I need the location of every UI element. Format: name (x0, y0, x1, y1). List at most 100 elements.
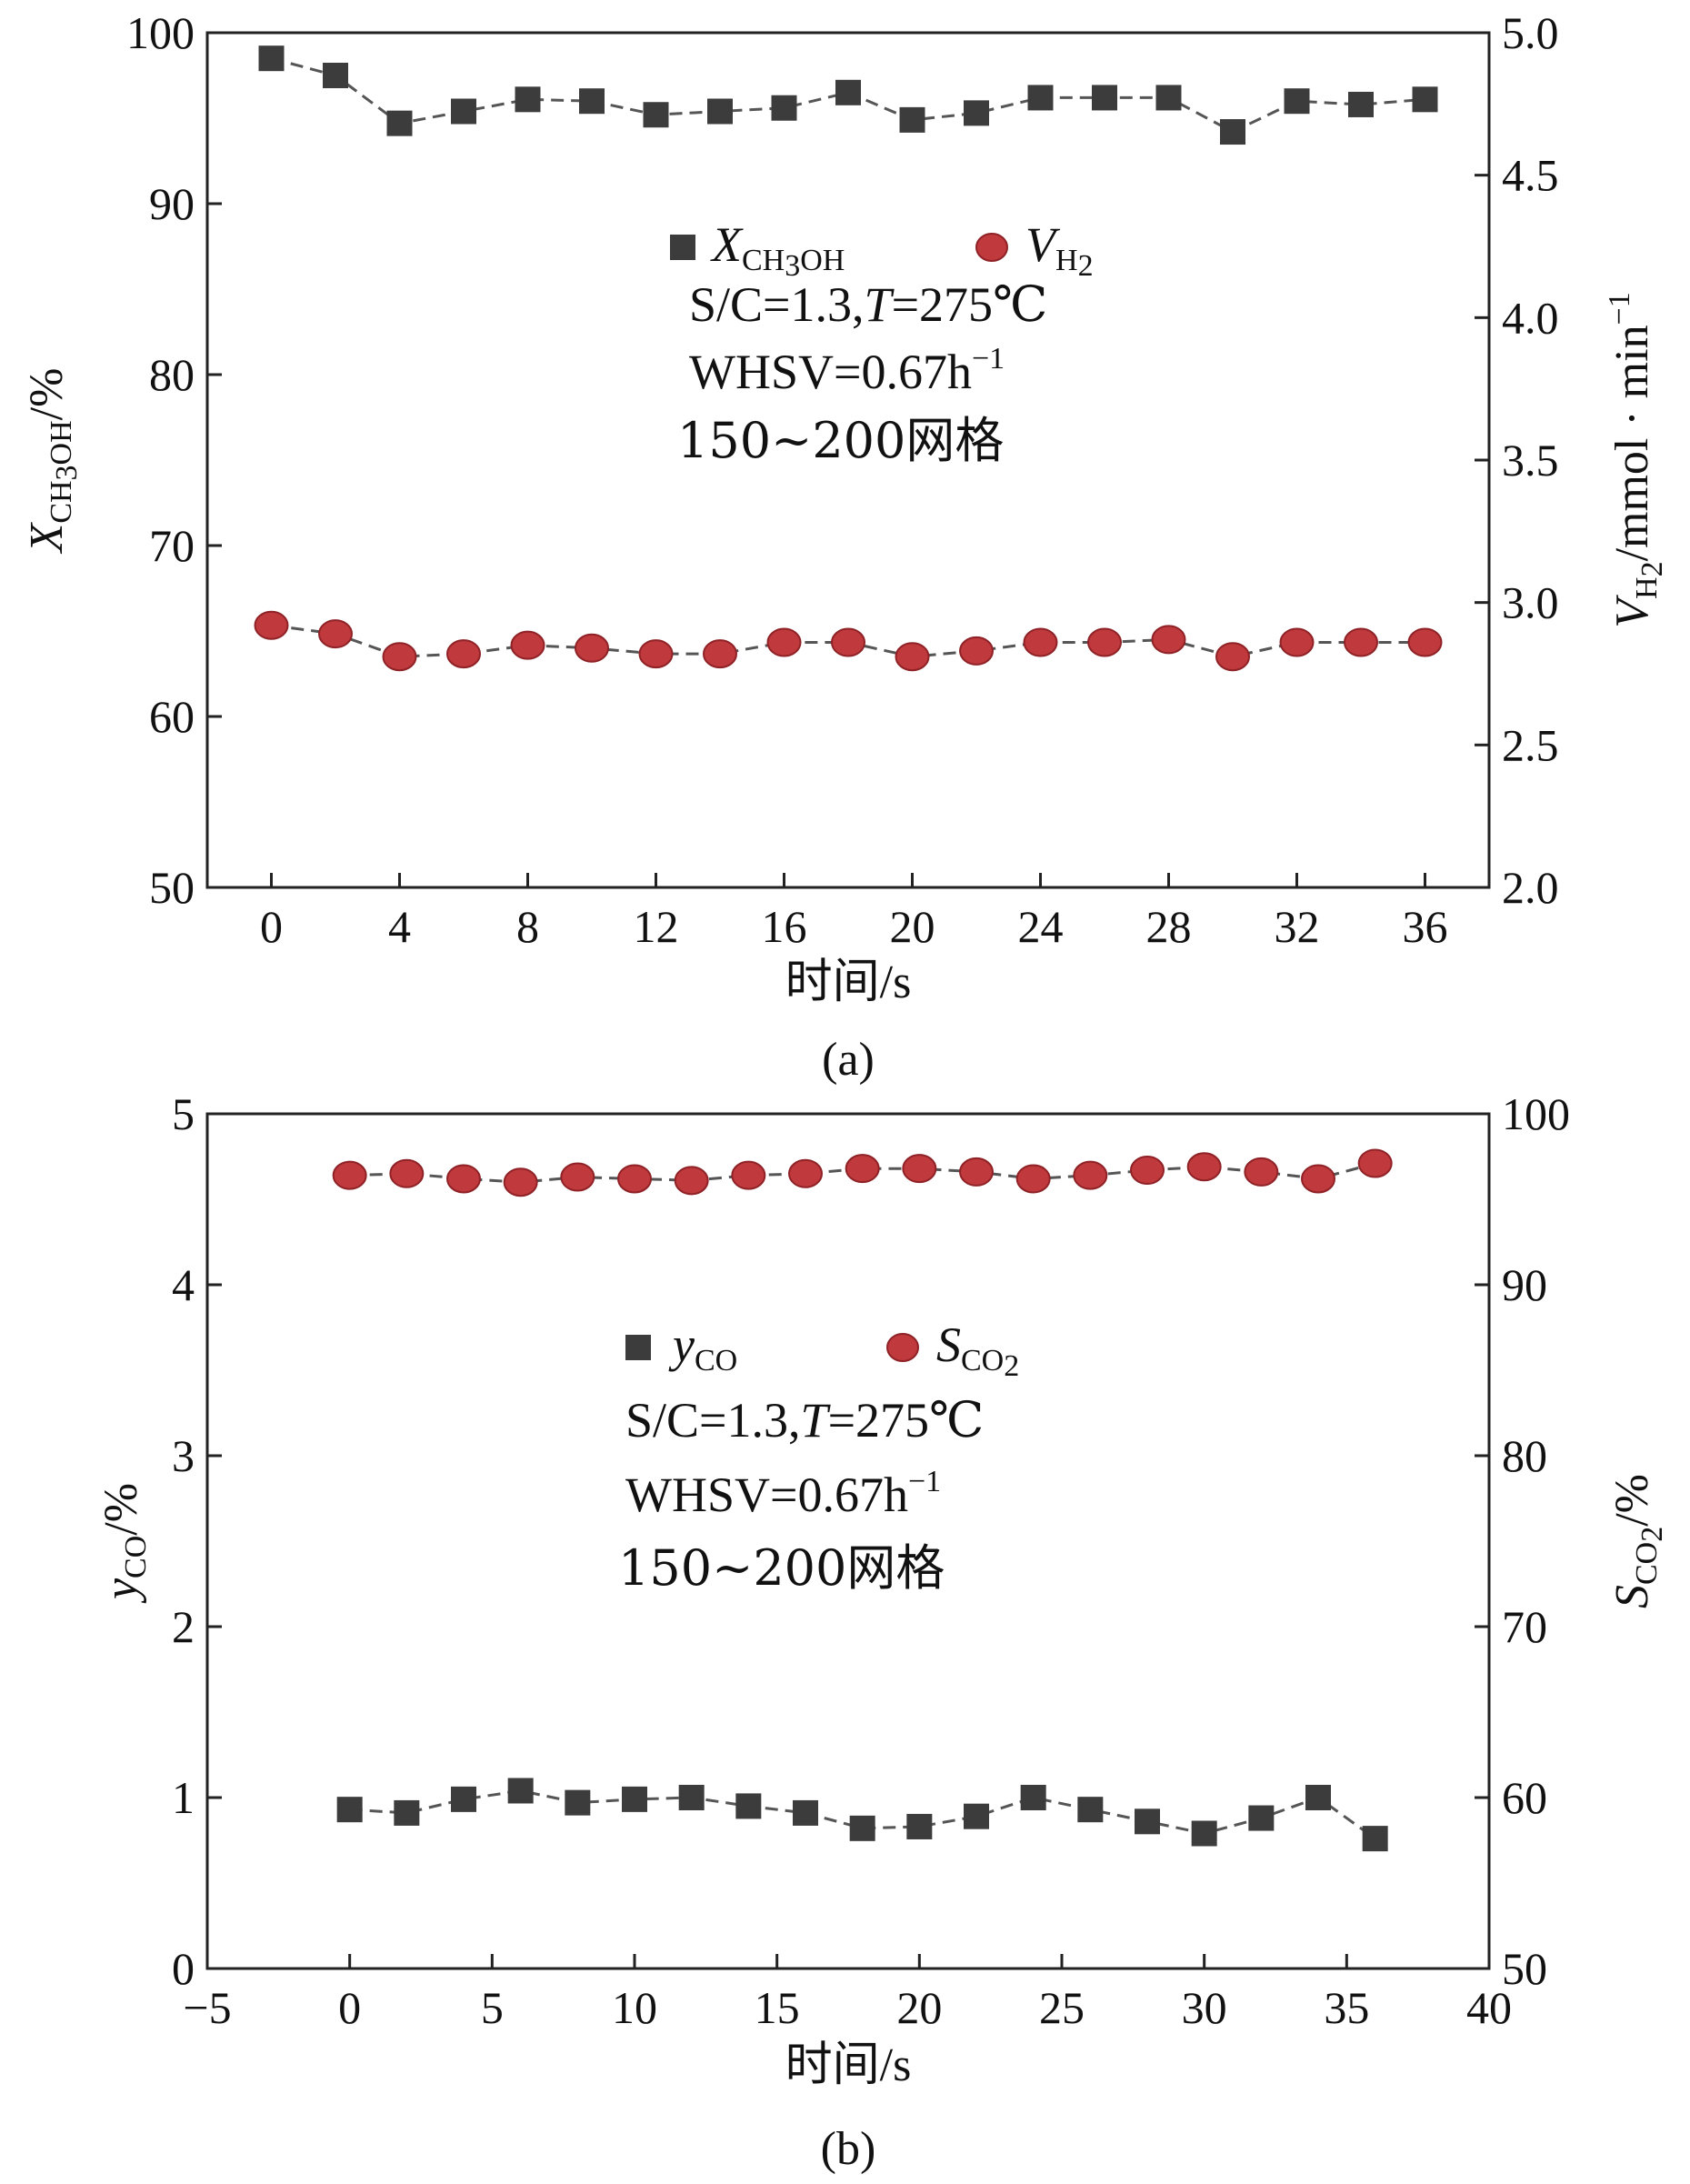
data-point-circle (1087, 627, 1122, 657)
data-point-circle (1407, 627, 1443, 657)
x-tick-label: 20 (890, 901, 935, 952)
data-point-square (386, 110, 413, 136)
legend-b: yCO SCO2 (625, 1317, 1019, 1383)
data-point-square (849, 1815, 875, 1841)
x-tick-label: 0 (338, 1982, 361, 2033)
data-point-square (515, 86, 541, 113)
x-tick-label: 5 (481, 1982, 504, 2033)
data-point-circle (638, 639, 674, 669)
data-point-circle (1244, 1157, 1279, 1187)
data-point-square (579, 88, 605, 115)
x-tick-label: 16 (762, 901, 807, 952)
y-left-tick-label: 80 (149, 349, 195, 400)
data-point-square (451, 98, 476, 125)
x-tick-label: 36 (1403, 901, 1448, 952)
x-tick-label: −5 (183, 1982, 231, 2033)
y-left-tick-label: 5 (172, 1088, 195, 1139)
y-right-tick-label: 3.0 (1502, 577, 1559, 628)
data-point-circle (1215, 642, 1250, 672)
data-point-square (1135, 1808, 1160, 1835)
data-point-square (735, 1793, 762, 1819)
y-right-tick-label: 70 (1502, 1601, 1547, 1652)
legend-marker-square-b (625, 1335, 651, 1360)
y-right-tick-label: 4.0 (1502, 292, 1559, 343)
x-tick-label: 40 (1466, 1982, 1512, 2033)
y-right-tick-label: 3.5 (1502, 435, 1559, 486)
data-point-square (678, 1785, 705, 1810)
y-right-tick-label: 80 (1502, 1430, 1547, 1481)
x-tick-label: 15 (755, 1982, 800, 2033)
data-point-circle (674, 1166, 709, 1196)
data-point-square (1248, 1805, 1275, 1831)
y-axis-label-right-b: SCO2/% (1606, 1474, 1669, 1608)
data-point-square (1191, 1820, 1217, 1847)
legend-marker-circle-a (975, 233, 1008, 262)
data-point-circle (254, 610, 289, 640)
data-point-circle (382, 642, 417, 672)
chart-panel-a: 0 4 8 12 16 20 24 28 32 36 50 60 70 80 90 100 2.0 2.5 3.… (21, 7, 1669, 1086)
y-right-tick-label: 2.0 (1502, 862, 1559, 913)
data-point-square (793, 1799, 818, 1826)
conditions-a: S/C=1.3,T=275℃ WHSV=0.67h−1 150~200网格 (677, 277, 1047, 469)
data-point-square (1412, 86, 1438, 113)
x-tick-label: 28 (1146, 901, 1192, 952)
data-point-circle (831, 627, 865, 657)
condition-mesh-a: 150~200网格 (677, 412, 1004, 469)
data-point-circle (1344, 627, 1378, 657)
x-tick-label: 20 (896, 1982, 942, 2033)
data-point-square (1362, 1826, 1388, 1852)
data-point-square (1077, 1797, 1104, 1823)
legend-label-y-co: yCO (668, 1317, 737, 1378)
y-right-tick-label: 50 (1502, 1943, 1547, 1994)
y-right-tick-label: 100 (1502, 1088, 1570, 1139)
x-tick-label: 24 (1018, 901, 1064, 952)
data-point-circle (1151, 625, 1186, 655)
y-right-tick-label: 2.5 (1502, 719, 1559, 770)
x-tick-label: 30 (1182, 1982, 1227, 2033)
data-point-circle (446, 639, 481, 669)
data-point-square (1284, 88, 1310, 115)
y-right-tick-label: 90 (1502, 1259, 1547, 1310)
data-point-circle (895, 642, 930, 672)
data-point-circle (766, 627, 802, 657)
condition-sc-temp-a: S/C=1.3,T=275℃ (689, 277, 1047, 332)
data-point-circle (788, 1158, 823, 1188)
data-point-square (643, 102, 669, 128)
data-point-square (258, 45, 285, 72)
data-point-circle (318, 619, 353, 649)
y-axis-label-left-a: XCH3OH/% (21, 368, 84, 555)
y-right-tick-label: 60 (1502, 1772, 1547, 1823)
y-left-tick-label: 70 (149, 520, 195, 571)
y-left-tick-label: 100 (126, 7, 195, 58)
legend-label-x-ch3oh: XCH3OH (710, 217, 845, 283)
data-point-circle (845, 1154, 880, 1184)
data-point-circle (731, 1160, 766, 1190)
y-left-tick-label: 60 (149, 691, 195, 742)
panel-label-a: (a) (822, 1034, 875, 1086)
legend-marker-square-a (670, 235, 695, 260)
data-point-circle (902, 1154, 937, 1184)
data-point-square (1348, 91, 1374, 117)
data-point-square (964, 100, 989, 126)
data-point-square (394, 1799, 420, 1826)
data-point-circle (446, 1164, 481, 1194)
y-right-tick-label: 4.5 (1502, 150, 1559, 201)
data-point-square (1020, 1785, 1046, 1810)
data-point-square (451, 1786, 476, 1812)
data-point-square (1092, 85, 1117, 111)
x-axis-label-b: 时间/s (785, 2039, 912, 2091)
condition-whsv-b: WHSV=0.67h−1 (625, 1465, 941, 1522)
y-axis-label-left-b: yCO/% (95, 1483, 153, 1604)
condition-whsv-a: WHSV=0.67h−1 (689, 342, 1005, 399)
x-tick-label: 0 (260, 901, 283, 952)
y-left-tick-label: 0 (172, 1943, 195, 1994)
data-point-circle (1073, 1160, 1108, 1190)
data-point-circle (1279, 627, 1315, 657)
data-point-circle (1015, 1164, 1051, 1194)
y-left-tick-label: 3 (172, 1430, 195, 1481)
data-point-circle (332, 1160, 367, 1190)
data-point-square (964, 1803, 989, 1829)
y-left-tick-label: 1 (172, 1772, 195, 1823)
